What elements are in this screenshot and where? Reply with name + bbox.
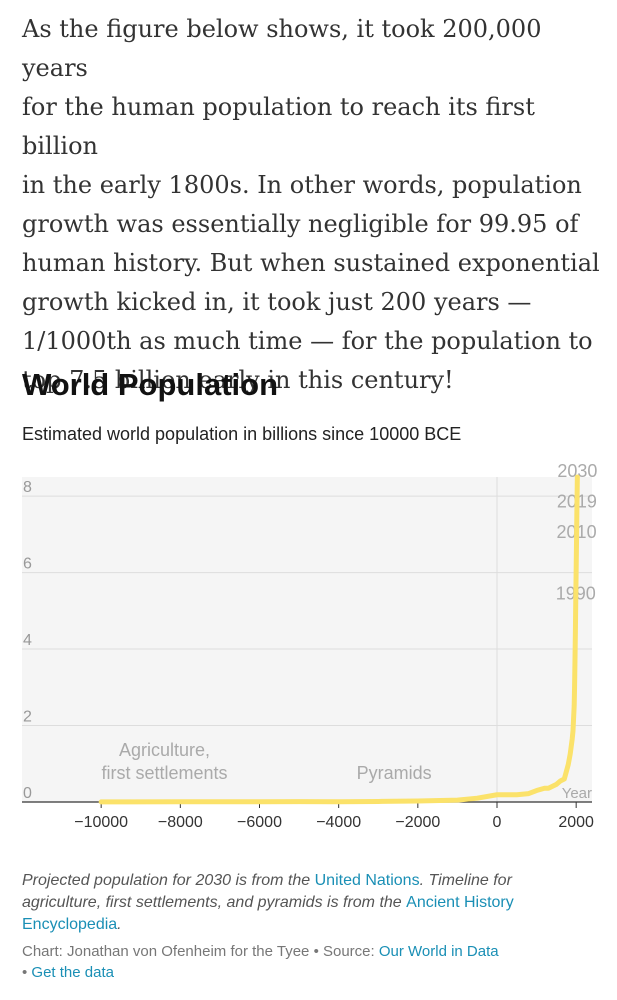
ancient-history-encyclopedia-link[interactable]: Ancient History Encyclopedia (22, 894, 514, 933)
credit-separator: • (22, 964, 32, 981)
notes-text: . Timeline for agriculture, first settle… (22, 872, 512, 911)
intro-line: in the early 1800s. In other words, popu… (22, 171, 582, 199)
united-nations-link[interactable]: United Nations (314, 872, 420, 889)
x-tick-label: −6000 (237, 814, 282, 831)
notes-text: Projected population for 2030 is from th… (22, 872, 315, 889)
chart-annotation: first settlements (101, 763, 227, 783)
y-tick-label: 2 (23, 709, 32, 726)
x-tick-label: −10000 (74, 814, 128, 831)
x-axis-title: Year (562, 785, 592, 802)
intro-line: growth was essentially negligible for 99… (22, 210, 579, 238)
chart-annotation: 2030 (557, 461, 597, 481)
chart-annotation: Agriculture, (119, 740, 210, 760)
intro-line: As the figure below shows, it took 200,0… (22, 15, 542, 82)
y-tick-label: 4 (23, 632, 32, 649)
credit-text: Chart: Jonathan von Ofenheim for the Tye… (22, 943, 379, 960)
y-tick-label: 6 (23, 556, 32, 573)
intro-line: for the human population to reach its fi… (22, 93, 535, 160)
plot-background (22, 477, 592, 802)
intro-line: human history. But when sustained expone… (22, 249, 600, 277)
chart-notes: Projected population for 2030 is from th… (22, 870, 582, 936)
intro-paragraph: As the figure below shows, it took 200,0… (22, 10, 602, 400)
x-tick-label: −8000 (158, 814, 203, 831)
chart-annotation: Pyramids (357, 763, 432, 783)
chart-credit: Chart: Jonathan von Ofenheim for the Tye… (22, 941, 582, 983)
notes-text: . (117, 916, 122, 933)
our-world-in-data-link[interactable]: Our World in Data (378, 943, 499, 960)
intro-line: 1/1000th as much time — for the populati… (22, 327, 593, 355)
y-tick-label: 8 (23, 479, 32, 496)
intro-line: growth kicked in, it took just 200 years… (22, 288, 532, 316)
chart-subtitle: Estimated world population in billions s… (22, 424, 462, 444)
x-tick-label: 2000 (558, 814, 594, 831)
x-tick-label: −2000 (395, 814, 440, 831)
get-the-data-link[interactable]: Get the data (31, 964, 114, 981)
population-line (98, 474, 580, 805)
x-tick-label: 0 (493, 814, 502, 831)
intro-line: top 7.5 billion early in this century! (22, 366, 454, 394)
y-tick-label: 0 (23, 785, 32, 802)
population-chart: 0 2 4 6 8 −10000 −8000 −6000 −4000 −2000 0 2000 Year… (22, 461, 597, 831)
x-tick-label: −4000 (316, 814, 361, 831)
chart-title: World Population (22, 367, 279, 402)
